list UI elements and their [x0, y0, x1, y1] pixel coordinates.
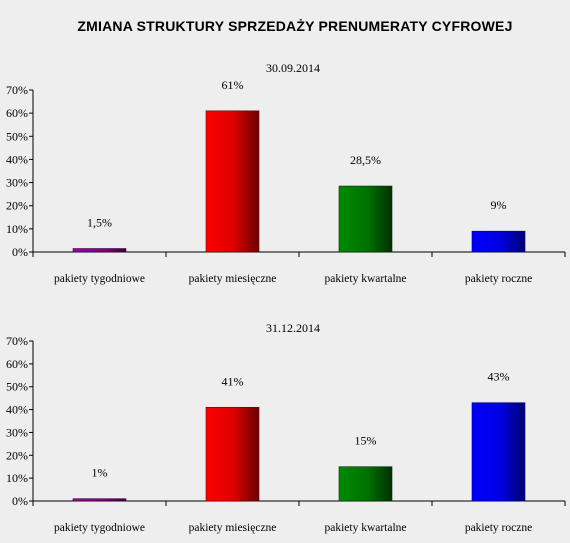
chart-title: 30.09.2014	[266, 61, 320, 75]
bar	[72, 498, 127, 502]
data-label: 15%	[355, 434, 377, 448]
y-tick-label: 60%	[6, 106, 28, 120]
y-tick-label: 50%	[6, 129, 28, 143]
bar	[471, 230, 526, 253]
main-title: ZMIANA STRUKTURY SPRZEDAŻY PRENUMERATY C…	[77, 18, 513, 34]
category-label: pakiety miesięczne	[189, 273, 277, 285]
chart-title: 31.12.2014	[266, 321, 320, 335]
data-label: 43%	[488, 370, 510, 384]
category-label: pakiety tygodniowe	[54, 273, 145, 285]
bar	[471, 402, 526, 502]
y-tick-label: 20%	[6, 199, 28, 213]
y-tick-label: 60%	[6, 357, 28, 371]
category-label: pakiety kwartalne	[324, 522, 406, 534]
bar	[205, 110, 260, 253]
bar	[205, 406, 260, 502]
category-label: pakiety miesięczne	[189, 522, 277, 534]
category-label: pakiety roczne	[465, 273, 532, 285]
bar	[72, 248, 127, 253]
category-label: pakiety roczne	[465, 522, 532, 534]
y-tick-label: 10%	[6, 471, 28, 485]
y-tick-label: 0%	[12, 494, 28, 508]
y-tick-label: 70%	[6, 334, 28, 348]
bar	[338, 466, 393, 502]
y-tick-label: 40%	[6, 152, 28, 166]
category-label: pakiety kwartalne	[324, 273, 406, 285]
data-label: 1%	[92, 466, 108, 480]
y-tick-label: 30%	[6, 176, 28, 190]
y-tick-label: 0%	[12, 245, 28, 259]
y-tick-label: 40%	[6, 403, 28, 417]
bar	[338, 185, 393, 253]
data-label: 9%	[491, 198, 507, 212]
data-label: 61%	[222, 78, 244, 92]
category-label: pakiety tygodniowe	[54, 522, 145, 534]
y-tick-label: 30%	[6, 425, 28, 439]
y-tick-label: 70%	[6, 83, 28, 97]
y-tick-label: 50%	[6, 380, 28, 394]
y-tick-label: 20%	[6, 448, 28, 462]
y-tick-label: 10%	[6, 222, 28, 236]
data-label: 1,5%	[87, 216, 112, 230]
data-label: 41%	[222, 374, 244, 388]
data-label: 28,5%	[350, 153, 381, 167]
